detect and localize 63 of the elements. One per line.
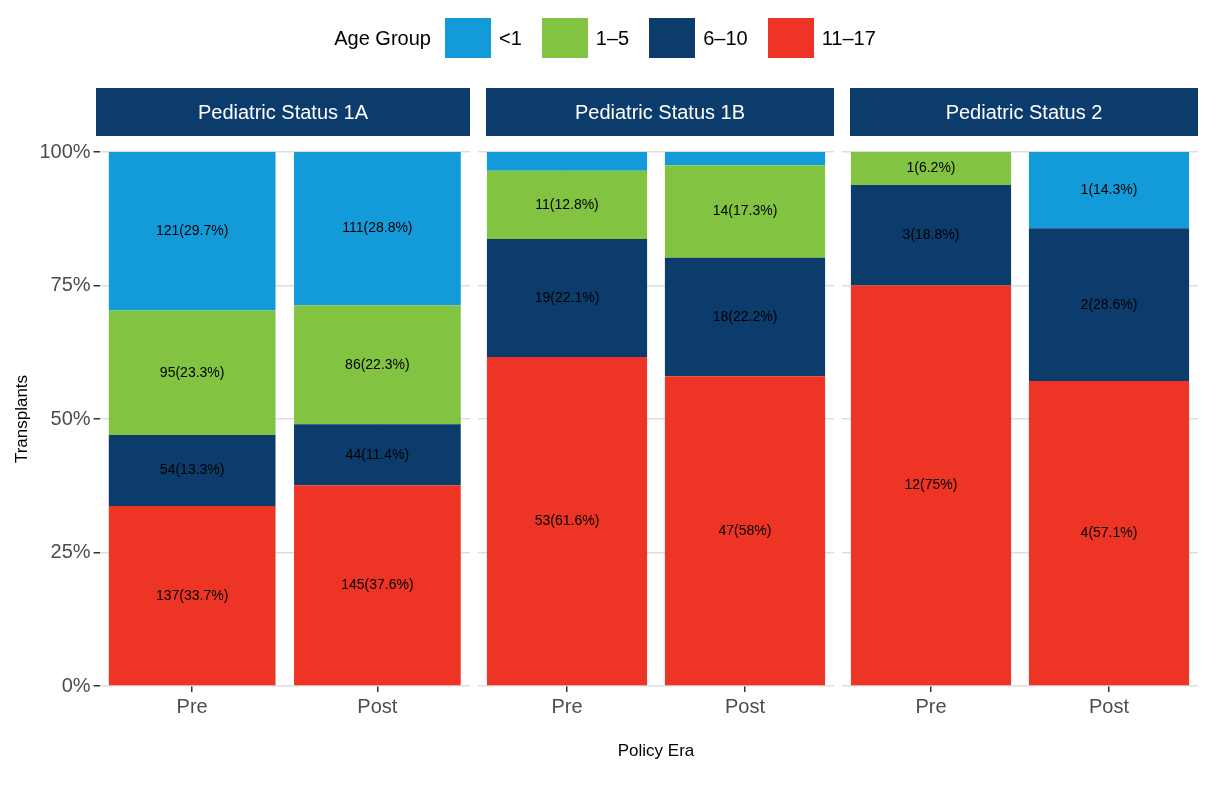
bar <box>664 152 826 166</box>
x-axis-title: Policy Era <box>617 741 695 761</box>
bar <box>294 424 461 486</box>
bar <box>850 152 1012 186</box>
data-label: 121(29.7%) <box>155 222 229 239</box>
bar <box>1028 152 1190 229</box>
y-tick-label: 100% <box>39 139 91 162</box>
bar <box>850 285 1012 686</box>
y-tick-label: 0% <box>61 673 91 696</box>
data-label: 111(28.8%) <box>342 219 413 236</box>
data-label: 2(28.6%) <box>1080 295 1138 312</box>
bar <box>108 435 276 507</box>
data-label: 14(17.3%) <box>712 202 778 219</box>
bar <box>108 152 276 311</box>
data-label: 86(22.3%) <box>345 355 410 372</box>
data-label: 54(13.3%) <box>159 461 225 478</box>
data-label: 19(22.1%) <box>534 288 600 305</box>
x-tick-label: Post <box>357 694 398 717</box>
chart-title: Pediatric Status 1B <box>486 88 834 136</box>
y-tick-label: 75% <box>50 273 91 296</box>
bar <box>486 357 648 686</box>
x-tick-label: Pre <box>915 694 947 717</box>
bar <box>1028 228 1190 382</box>
chart-title: Pediatric Status 1A <box>96 88 470 136</box>
legend-title: Age Group <box>334 26 431 50</box>
legend-label: <1 <box>498 26 522 50</box>
data-label: 1(14.3%) <box>1080 181 1138 198</box>
legend-label: 1–5 <box>595 26 630 50</box>
bar <box>486 152 648 171</box>
y-axis-title: Transplants <box>11 374 31 464</box>
bar <box>664 376 826 686</box>
bar <box>664 165 826 258</box>
data-label: 3(18.8%) <box>902 226 960 243</box>
x-tick-label: Post <box>724 694 766 717</box>
x-tick-label: Pre <box>176 694 208 717</box>
data-label: 1(6.2%) <box>906 159 956 176</box>
x-tick-label: Post <box>1088 694 1130 717</box>
data-label: 4(57.1%) <box>1080 524 1138 541</box>
bar <box>294 305 461 425</box>
bar <box>108 506 276 686</box>
bar <box>486 170 648 240</box>
chart-title: Pediatric Status 2 <box>850 88 1198 136</box>
data-label: 53(61.6%) <box>534 512 600 529</box>
data-label: 137(33.7%) <box>155 586 229 603</box>
data-label: 145(37.6%) <box>341 576 414 593</box>
data-label: 12(75%) <box>904 476 958 493</box>
bar <box>294 485 461 686</box>
y-tick-label: 25% <box>50 540 91 563</box>
y-tick-label: 50% <box>50 406 91 429</box>
data-label: 47(58%) <box>718 521 772 538</box>
data-label: 95(23.3%) <box>159 363 225 380</box>
bar <box>486 239 648 358</box>
bar <box>664 257 826 377</box>
bar <box>850 185 1012 286</box>
legend-label: 11–17 <box>821 26 876 50</box>
bar <box>1028 381 1190 686</box>
data-label: 11(12.8%) <box>535 195 599 212</box>
x-tick-label: Pre <box>551 694 583 717</box>
bar <box>108 310 276 436</box>
bar <box>294 152 461 306</box>
data-label: 18(22.2%) <box>712 307 778 324</box>
data-label: 44(11.4%) <box>345 445 410 462</box>
legend-label: 6–10 <box>703 26 748 50</box>
